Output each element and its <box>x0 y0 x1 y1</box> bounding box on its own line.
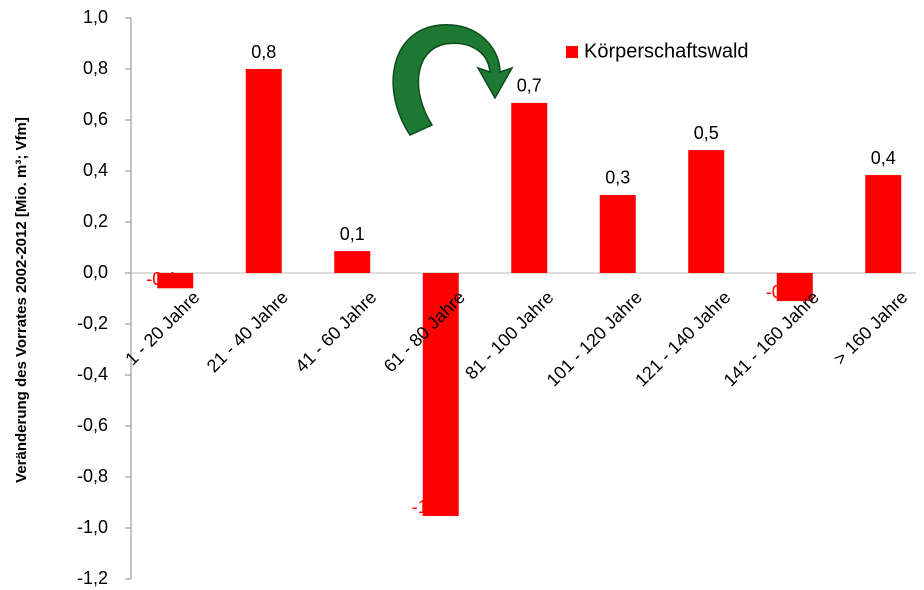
legend-swatch <box>566 46 578 58</box>
y-tick-label: 0,0 <box>83 262 108 282</box>
value-label: -0,1 <box>766 282 797 302</box>
x-tick-label: 1 - 20 Jahre <box>121 287 203 369</box>
x-tick-label: 21 - 40 Jahre <box>203 287 292 376</box>
bar <box>511 103 547 273</box>
chart: Veränderung des Vorrates 2002-2012 [Mio.… <box>0 0 924 590</box>
y-tick-label: 0,6 <box>83 109 108 129</box>
x-tick-label: 121 - 140 Jahre <box>631 287 734 390</box>
y-tick-label: -1,2 <box>77 568 108 588</box>
y-axis-label: Veränderung des Vorrates 2002-2012 [Mio.… <box>13 117 30 483</box>
x-tick-label: 81 - 100 Jahre <box>461 287 557 383</box>
bar <box>600 195 636 273</box>
legend-label: Körperschaftswald <box>584 40 749 62</box>
y-tick-label: -0,6 <box>77 415 108 435</box>
bar <box>334 251 370 273</box>
x-tick-label: 41 - 60 Jahre <box>291 287 380 376</box>
value-label: 0,5 <box>694 123 719 143</box>
y-tick-label: 0,2 <box>83 211 108 231</box>
y-tick-label: -1,0 <box>77 517 108 537</box>
y-tick-label: -0,2 <box>77 313 108 333</box>
y-tick-label: 1,0 <box>83 7 108 27</box>
y-tick-label: -0,4 <box>77 364 108 384</box>
x-tick-label: > 160 Jahre <box>830 287 912 369</box>
arrow <box>393 25 512 135</box>
value-label: 0,3 <box>605 168 630 188</box>
value-label: 0,8 <box>251 42 276 62</box>
x-tick-label: 141 - 160 Jahre <box>720 287 823 390</box>
value-label: -1,0 <box>412 497 443 517</box>
value-label: 0,1 <box>340 224 365 244</box>
y-tick-label: 0,8 <box>83 58 108 78</box>
bar <box>688 150 724 273</box>
y-tick-label: -0,8 <box>77 466 108 486</box>
bar <box>246 69 282 273</box>
y-tick-label: 0,4 <box>83 160 108 180</box>
value-label: 0,7 <box>517 76 542 96</box>
value-label: -0,1 <box>146 269 177 289</box>
x-tick-label: 101 - 120 Jahre <box>543 287 646 390</box>
value-label: 0,4 <box>871 148 896 168</box>
bar <box>865 175 901 273</box>
